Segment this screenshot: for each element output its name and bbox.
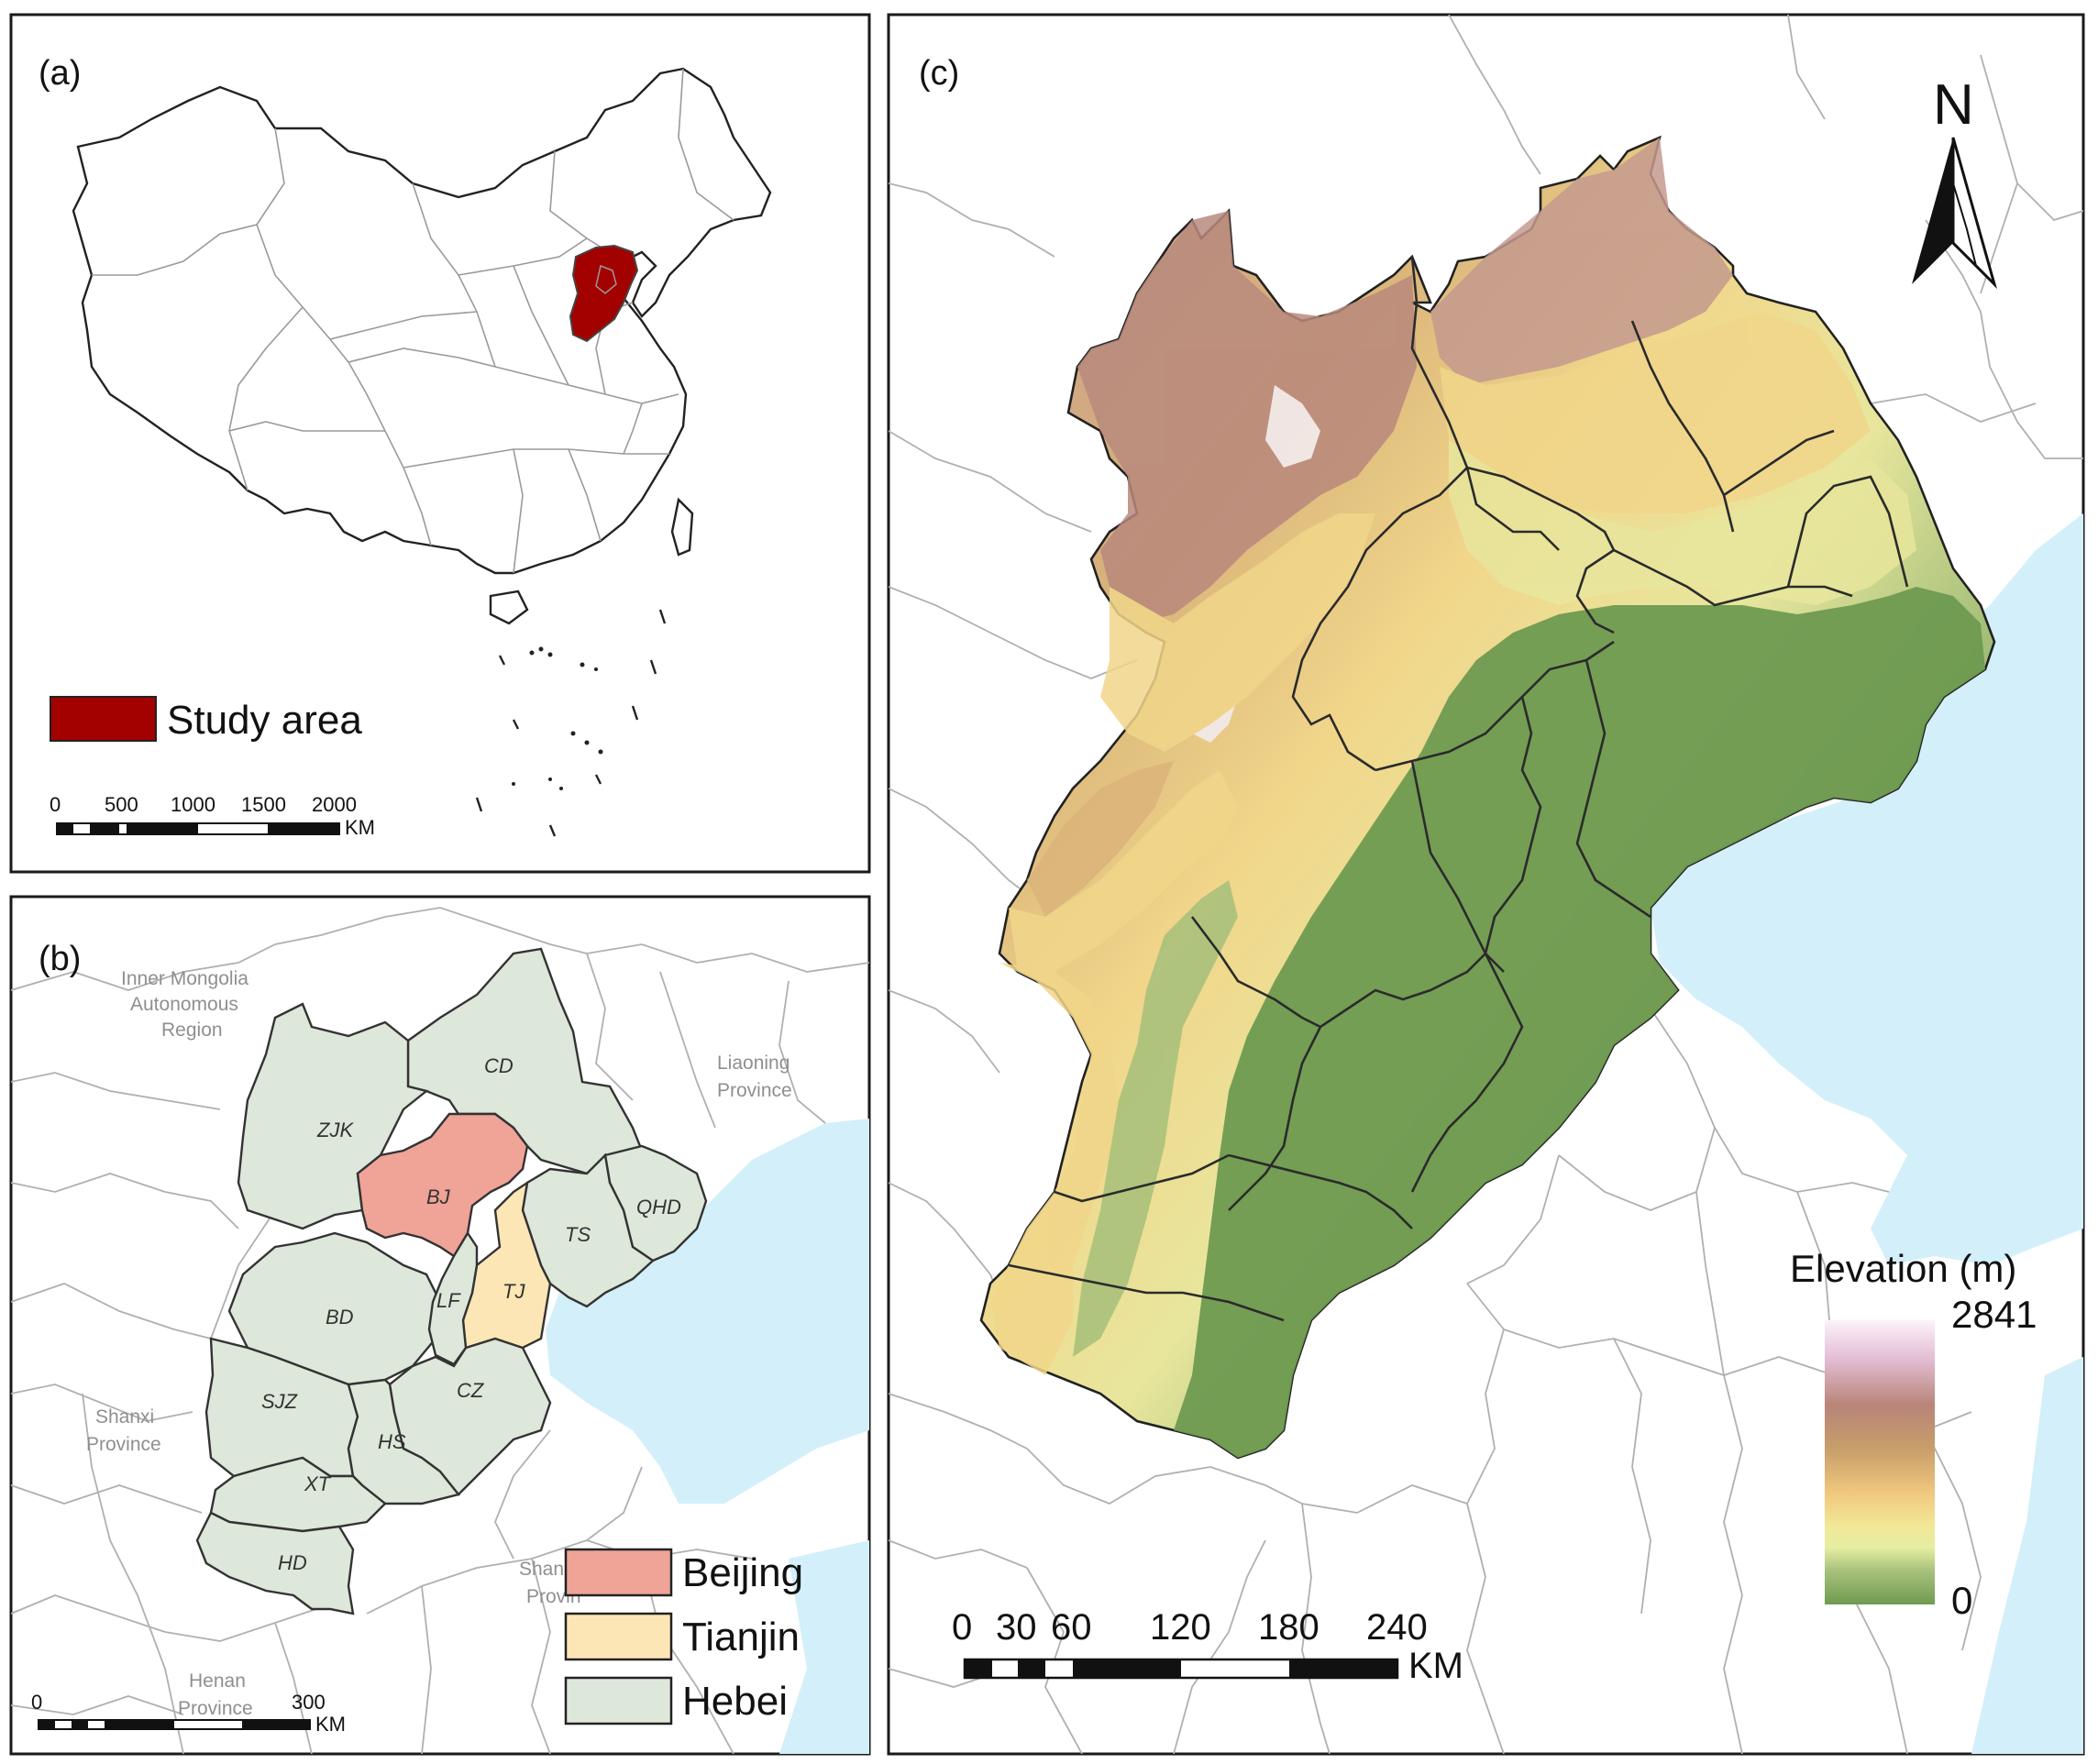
city-boundaries-c [1008,256,1909,1322]
city-hs [347,1378,461,1505]
plain-region [1174,587,1985,1458]
bohai-sea-b [546,1119,869,1504]
north-arrow [1912,137,1997,290]
scale-c-tick-0: 0 [952,1607,972,1648]
yellow-sea-c [1971,1357,2083,1754]
legend-hebei-label: Hebei [682,1679,788,1724]
scale-a-unit: KM [345,816,375,839]
label-henan-1: Henan [189,1670,246,1692]
city-lf-shape [427,1230,479,1366]
north-label: N [1933,73,1974,137]
high-terrain [990,138,1916,1375]
elevation-legend: Elevation (m) 2841 0 [1790,1247,2037,1622]
label-cd: CD [484,1054,513,1077]
scale-c-tick-3: 120 [1150,1607,1211,1648]
scale-c-tick-4: 180 [1258,1607,1320,1648]
scale-b-tick-0: 0 [31,1691,42,1714]
elevation-max: 2841 [1951,1293,2037,1336]
label-inner-mongolia-1: Inner Mongolia [121,968,248,989]
label-zjk: ZJK [316,1119,354,1141]
dashed-boundary [475,609,667,837]
south-sea-islands [512,646,603,790]
scale-c-tick-2: 60 [1051,1607,1092,1648]
legend-tianjin-label: Tianjin [682,1615,800,1659]
scale-c-tick-5: 240 [1366,1607,1428,1648]
scale-a-tick-3: 1500 [241,793,286,816]
hainan [489,590,529,625]
label-bd: BD [326,1306,354,1329]
label-tj: TJ [502,1280,525,1303]
label-inner-mongolia-2: Autonomous [130,994,238,1015]
label-shanxi-1: Shanxi [95,1406,154,1428]
legend-hebei-swatch [564,1676,673,1725]
bohai-sea-c [1651,513,2083,1265]
label-liaoning-2: Province [717,1080,792,1101]
scale-a-tick-4: 2000 [312,793,357,816]
hebei-cities [195,947,708,1615]
scale-a-tick-0: 0 [50,793,61,816]
city-hd [195,1511,355,1615]
panel-b: CD ZJK BJ QHD TS TJ LF BD SJZ CZ HS XT H… [9,895,871,1756]
scale-b-tick-1: 300 [292,1691,326,1714]
scale-bar-a: 0 500 1000 1500 2000 KM [50,793,375,839]
study-area-legend-label: Study area [167,698,362,743]
label-liaoning-1: Liaoning [717,1053,790,1074]
label-hd: HD [278,1551,307,1574]
scale-a-tick-2: 1000 [171,793,215,816]
scale-c-tick-1: 30 [996,1607,1037,1648]
label-shanxi-2: Province [86,1434,161,1455]
legend-b: Beijing Tianjin Hebei [564,1548,803,1725]
panel-c: N Elevation (m) 2841 0 0 30 60 120 180 [887,13,2085,1756]
label-shandong-1: Shan [519,1559,564,1580]
scale-a-tick-1: 500 [105,793,138,816]
taiwan [670,497,694,557]
scale-c-unit: KM [1408,1646,1463,1686]
legend-beijing-swatch [564,1548,673,1597]
label-henan-2: Province [178,1698,253,1719]
legend-tianjin-swatch [564,1612,673,1661]
label-ts: TS [565,1223,591,1246]
panel-a: (a) Study area 0 500 1000 1500 2000 KM [9,13,871,874]
elevation-title: Elevation (m) [1790,1247,2016,1290]
background-boundaries-c [889,15,2083,1754]
panel-c-label: (c) [919,54,959,93]
study-area-legend-swatch [50,696,157,742]
label-hs: HS [378,1430,406,1453]
elevation-gradient-bar [1825,1320,1935,1604]
label-lf: LF [436,1289,461,1312]
elevation-min: 0 [1951,1579,1972,1622]
study-area-shape [569,244,639,343]
yellow-sea-b [779,1540,869,1754]
legend-beijing-label: Beijing [682,1550,803,1595]
label-cz: CZ [457,1379,485,1402]
china-outline [72,67,772,575]
label-inner-mongolia-3: Region [161,1020,223,1041]
label-xt: XT [304,1472,332,1495]
scale-b-unit: KM [315,1713,346,1736]
label-bj: BJ [426,1185,451,1208]
label-sjz: SJZ [261,1390,299,1413]
panel-b-label: (b) [39,940,81,978]
scale-bar-c: 0 30 60 120 180 240 KM [952,1607,1463,1686]
scale-bar-b: 0 300 KM [31,1691,346,1736]
beijing-outline [595,264,617,294]
panel-a-label: (a) [39,54,81,93]
label-qhd: QHD [636,1196,681,1218]
